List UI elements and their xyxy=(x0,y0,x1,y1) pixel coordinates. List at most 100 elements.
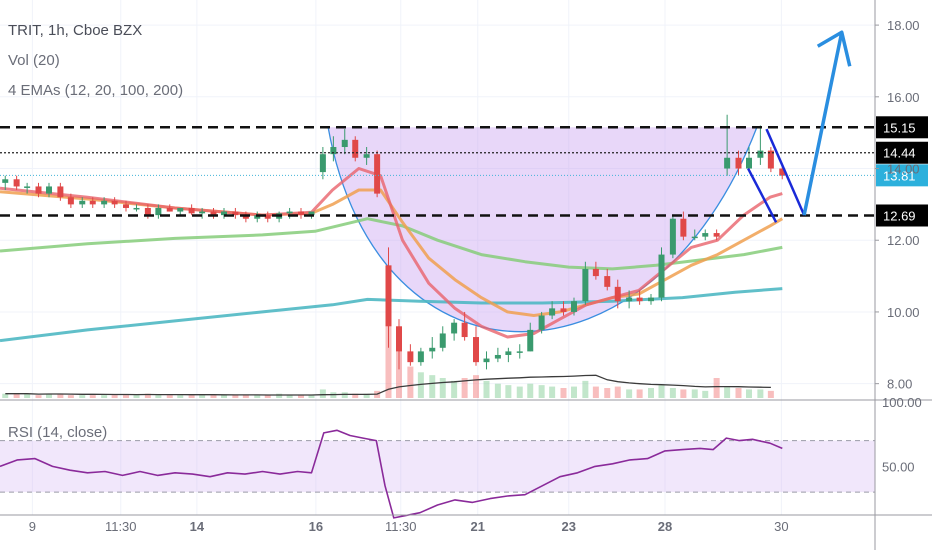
level-label-text: 14.44 xyxy=(883,146,916,161)
volume-bar xyxy=(385,298,392,398)
volume-bar xyxy=(636,389,643,398)
candle-body xyxy=(111,200,118,205)
time-tick-label: 28 xyxy=(658,519,672,534)
candle-body xyxy=(505,351,512,355)
level-label-text: 15.15 xyxy=(883,120,916,135)
volume-bar xyxy=(221,395,227,398)
candle-body xyxy=(626,297,633,302)
volume-bar xyxy=(79,395,86,398)
candle-body xyxy=(516,351,523,353)
volume-bar xyxy=(341,392,348,398)
candle-body xyxy=(691,236,698,239)
candles-layer xyxy=(2,114,786,370)
volume-bar xyxy=(67,395,74,398)
candle-body xyxy=(57,186,64,198)
candle-body xyxy=(155,207,162,216)
volume-ma-line xyxy=(5,374,771,396)
rsi-tick-label: 50.00 xyxy=(882,459,915,474)
candle-body xyxy=(407,351,414,363)
volume-bar xyxy=(494,383,501,398)
volume-bar xyxy=(199,395,206,398)
rsi-band xyxy=(0,440,875,493)
candle-body xyxy=(144,207,151,216)
volume-bar xyxy=(2,393,9,398)
volume-bar xyxy=(407,366,414,398)
volume-bar xyxy=(724,386,731,398)
candle-body xyxy=(188,207,195,214)
candle-body xyxy=(298,211,304,216)
candle-body xyxy=(429,347,436,352)
volume-bar xyxy=(767,390,774,398)
price-tick-label: 8.00 xyxy=(887,377,912,392)
level-label-box xyxy=(876,164,928,187)
volume-bar xyxy=(702,390,709,398)
volume-bar xyxy=(232,395,239,398)
candle-body xyxy=(724,157,731,169)
candle-body xyxy=(177,207,184,212)
volume-bar xyxy=(669,388,676,398)
candle-body xyxy=(527,329,534,352)
time-tick-label: 14 xyxy=(190,519,205,534)
volume-bar xyxy=(680,389,687,398)
time-tick-label: 23 xyxy=(562,519,576,534)
candle-body xyxy=(319,154,326,173)
volume-bar xyxy=(46,393,52,398)
volume-bar xyxy=(264,395,271,398)
candle-body xyxy=(123,204,129,208)
candle-body xyxy=(46,186,52,194)
volume-bar xyxy=(549,386,556,398)
forecast-up-line xyxy=(802,31,844,216)
candle-body xyxy=(614,286,621,302)
candle-body xyxy=(735,157,742,169)
volume-bar xyxy=(461,378,468,398)
volume-bar xyxy=(308,395,315,398)
candle-body xyxy=(669,218,676,255)
volume-bar xyxy=(451,380,458,398)
rsi-layer xyxy=(0,429,875,519)
legend-title: TRIT, 1h, Cboe BZX xyxy=(8,22,143,39)
legend-volume: Vol (20) xyxy=(8,52,60,70)
volume-bar xyxy=(560,388,567,398)
rsi-line xyxy=(0,429,783,519)
price-tick-label: 16.00 xyxy=(887,90,920,105)
level-label-box xyxy=(876,204,928,227)
volume-bar xyxy=(188,395,195,398)
legend-volume-label: Vol (20) xyxy=(8,52,60,69)
candle-body xyxy=(166,207,173,212)
price-tick-label: 14.00 xyxy=(887,162,920,177)
volume-bar xyxy=(319,389,326,398)
volume-bar xyxy=(417,372,424,398)
candle-body xyxy=(352,139,359,158)
volume-bar xyxy=(210,395,217,398)
legend-rsi-label: RSI (14, close) xyxy=(8,424,108,441)
candle-body xyxy=(473,337,479,363)
legend-symbol: TRIT, 1h, Cboe BZX xyxy=(8,22,142,40)
forecast-arrowhead xyxy=(816,30,852,67)
volume-bar xyxy=(648,388,654,398)
candle-body xyxy=(89,200,96,205)
candle-body xyxy=(702,233,709,237)
volume-bar xyxy=(242,395,249,398)
volume-bar xyxy=(101,395,108,398)
time-tick-label: 11:30 xyxy=(385,519,417,534)
candle-body xyxy=(221,211,227,216)
time-tick-label: 16 xyxy=(309,519,323,534)
time-tick-label: 9 xyxy=(29,519,36,534)
candle-body xyxy=(341,139,348,148)
candle-body xyxy=(713,233,720,237)
volume-bar xyxy=(571,386,577,398)
volume-bar xyxy=(527,383,534,398)
candle-body xyxy=(439,333,446,348)
ema-100-line xyxy=(0,217,783,271)
candle-body xyxy=(35,186,42,194)
candle-body xyxy=(746,157,752,169)
candle-body xyxy=(396,326,402,352)
candle-body xyxy=(374,154,381,194)
volume-bar xyxy=(144,393,151,398)
candle-body xyxy=(133,207,140,210)
legend-emas-label: 4 EMAs (12, 20, 100, 200) xyxy=(8,82,184,99)
volume-bar xyxy=(155,395,162,398)
candle-body xyxy=(767,150,774,169)
forecast-down-line xyxy=(765,128,806,216)
candle-body xyxy=(232,211,239,216)
